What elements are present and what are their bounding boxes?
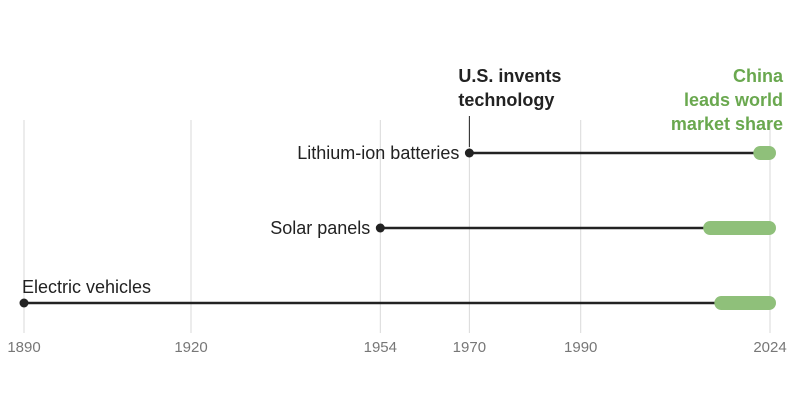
- series-label-solar-panels: Solar panels: [270, 218, 370, 238]
- tick-label-1890: 1890: [7, 339, 40, 356]
- tick-label-1990: 1990: [564, 339, 597, 356]
- series-label-electric-vehicles: Electric vehicles: [22, 277, 151, 297]
- tick-label-1954: 1954: [364, 339, 397, 356]
- x-axis-ticks: 1890 1920 1954 1970 1990 2024: [7, 339, 786, 356]
- annotation-us-line-2: technology: [458, 90, 554, 110]
- annotation-china-line-2: leads world: [684, 90, 783, 110]
- china-lead-bar-lithium-ion-batteries: [753, 146, 776, 160]
- annotation-china-line-1: China: [733, 66, 784, 86]
- tick-label-1920: 1920: [174, 339, 207, 356]
- tick-label-1970: 1970: [453, 339, 486, 356]
- china-lead-bar-electric-vehicles: [714, 296, 776, 310]
- annotation-us-line-1: U.S. invents: [458, 66, 561, 86]
- china-lead-bar-solar-panels: [703, 221, 776, 235]
- start-dot-lithium-ion-batteries: [464, 148, 474, 158]
- annotation-china-line-3: market share: [671, 114, 783, 134]
- annotations: U.S. invents technology China leads world ma…: [458, 66, 784, 147]
- start-dot-solar-panels: [375, 223, 385, 233]
- tick-label-2024: 2024: [753, 339, 786, 356]
- start-dot-electric-vehicles: [19, 298, 29, 308]
- series-lines: Lithium-ion batteries Solar panels Electri…: [19, 143, 776, 310]
- series-label-lithium-ion-batteries: Lithium-ion batteries: [297, 143, 459, 163]
